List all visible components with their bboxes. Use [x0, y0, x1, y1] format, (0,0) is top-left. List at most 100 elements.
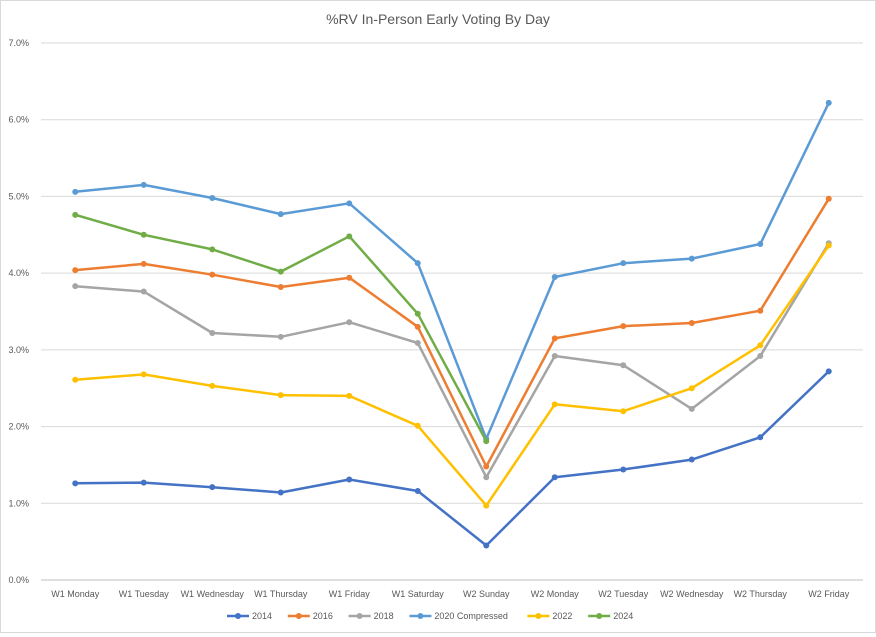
- data-point: [414, 260, 421, 267]
- series-2020-compressed: [72, 99, 832, 442]
- x-tick-label: W2 Sunday: [463, 589, 510, 599]
- x-tick-label: W1 Friday: [329, 589, 371, 599]
- data-point: [620, 362, 627, 369]
- data-point: [757, 240, 764, 247]
- data-point: [825, 195, 832, 202]
- y-tick-label: 2.0%: [8, 422, 29, 432]
- data-point: [209, 246, 216, 253]
- x-tick-label: W2 Friday: [808, 589, 850, 599]
- legend-item: 2018: [348, 611, 394, 621]
- data-point: [757, 342, 764, 349]
- data-point: [688, 456, 695, 463]
- data-point: [483, 542, 490, 549]
- series-2016: [72, 195, 832, 470]
- data-point: [414, 339, 421, 346]
- data-point: [620, 408, 627, 415]
- data-point: [140, 231, 147, 238]
- legend-label: 2022: [552, 611, 572, 621]
- legend-label: 2018: [374, 611, 394, 621]
- grid-lines: [41, 42, 863, 581]
- x-tick-label: W2 Thursday: [734, 589, 788, 599]
- legend-swatch-marker: [235, 613, 241, 619]
- x-tick-label: W2 Monday: [531, 589, 580, 599]
- series-2018: [72, 240, 832, 481]
- data-point: [346, 476, 353, 483]
- data-point: [825, 99, 832, 106]
- data-point: [414, 323, 421, 330]
- x-tick-label: W1 Saturday: [392, 589, 445, 599]
- series-lines: [72, 99, 832, 549]
- data-point: [620, 260, 627, 267]
- data-point: [140, 181, 147, 188]
- y-tick-label: 4.0%: [8, 268, 29, 278]
- data-point: [825, 368, 832, 375]
- data-point: [209, 271, 216, 278]
- series-line: [74, 213, 488, 443]
- y-tick-label: 7.0%: [8, 38, 29, 48]
- x-tick-label: W1 Thursday: [254, 589, 308, 599]
- data-point: [551, 474, 558, 481]
- data-point: [825, 242, 832, 249]
- legend-swatch-marker: [535, 613, 542, 619]
- data-point: [414, 488, 421, 495]
- data-point: [551, 335, 558, 342]
- legend-label: 2020 Compressed: [434, 611, 508, 621]
- legend-label: 2024: [613, 611, 633, 621]
- data-point: [346, 392, 353, 399]
- series-line: [74, 197, 831, 468]
- y-tick-label: 6.0%: [8, 115, 29, 125]
- data-point: [483, 463, 490, 470]
- x-tick-label: W2 Tuesday: [598, 589, 649, 599]
- data-point: [757, 307, 764, 314]
- data-point: [277, 392, 284, 399]
- data-point: [551, 352, 558, 359]
- legend-swatch-marker: [295, 613, 302, 619]
- data-point: [688, 320, 695, 327]
- data-point: [414, 310, 421, 317]
- data-point: [140, 479, 147, 486]
- series-2024: [72, 211, 490, 445]
- data-point: [72, 283, 79, 290]
- data-point: [346, 319, 353, 326]
- data-point: [209, 194, 216, 201]
- data-point: [277, 211, 284, 218]
- data-point: [346, 233, 353, 240]
- data-point: [483, 438, 490, 445]
- data-point: [688, 405, 695, 412]
- data-point: [688, 255, 695, 262]
- y-tick-label: 5.0%: [8, 191, 29, 201]
- legend-swatch-marker: [356, 613, 363, 619]
- series-line: [74, 241, 831, 479]
- series-line: [74, 244, 831, 507]
- legend-item: 2022: [527, 611, 572, 621]
- x-tick-label: W1 Wednesday: [181, 589, 245, 599]
- data-point: [346, 200, 353, 207]
- legend-label: 2016: [313, 611, 333, 621]
- data-point: [209, 329, 216, 336]
- data-point: [277, 333, 284, 340]
- data-point: [140, 288, 147, 295]
- data-point: [414, 422, 421, 429]
- legend-item: 2024: [588, 611, 633, 621]
- series-2022: [72, 242, 832, 509]
- data-point: [551, 273, 558, 280]
- legend-label: 2014: [252, 611, 272, 621]
- data-point: [72, 188, 79, 195]
- data-point: [140, 260, 147, 267]
- data-point: [346, 274, 353, 281]
- y-tick-label: 1.0%: [8, 498, 29, 508]
- data-point: [757, 352, 764, 359]
- data-point: [757, 434, 764, 441]
- legend: 2014 2016 2018 2020 Compressed 2022 2024: [227, 611, 633, 621]
- data-point: [620, 323, 627, 330]
- series-2014: [72, 368, 832, 549]
- data-point: [72, 480, 79, 487]
- y-tick-label: 0.0%: [8, 575, 29, 585]
- data-point: [551, 401, 558, 408]
- x-axis-tick-labels: W1 Monday W1 Tuesday W1 Wednesday W1 Thursd…: [51, 589, 850, 599]
- series-line: [74, 101, 831, 441]
- data-point: [277, 489, 284, 496]
- x-tick-label: W1 Tuesday: [119, 589, 170, 599]
